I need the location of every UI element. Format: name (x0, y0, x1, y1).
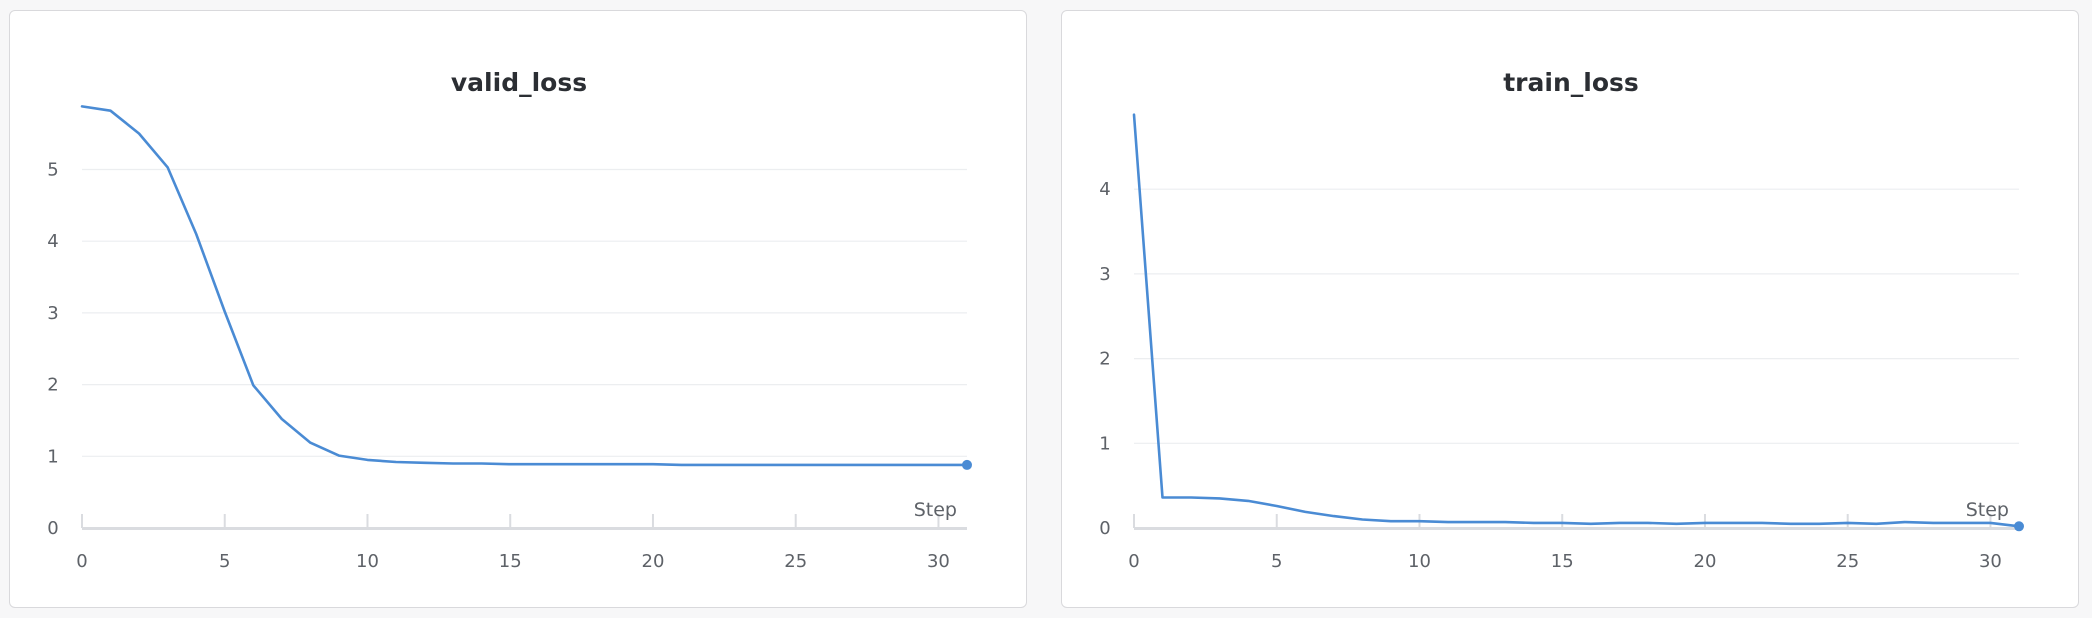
valid-loss-x-tick-label: 20 (642, 551, 665, 572)
train-loss-y-tick-label: 3 (1099, 264, 1110, 285)
valid-loss-panel: valid_loss 0 1 2 3 4 5 0 5 10 15 20 25 30 Step (9, 10, 1027, 608)
train-loss-panel: train_loss 0 1 2 3 4 0 5 10 15 20 25 30 Step (1061, 10, 2079, 608)
train-loss-series-line (1132, 113, 2021, 528)
train-loss-x-tick-label: 20 (1694, 551, 1717, 572)
valid-loss-y-tick-label: 1 (47, 446, 58, 467)
valid-loss-y-tick-label: 0 (47, 518, 58, 539)
valid-loss-x-axis-label: Step (914, 499, 957, 521)
valid-loss-x-tick-label: 5 (219, 551, 230, 572)
valid-loss-last-point-marker[interactable] (962, 459, 972, 470)
valid-loss-y-tick-label: 4 (47, 231, 58, 252)
train-loss-chart: train_loss 0 1 2 3 4 0 5 10 15 20 25 30 Step (1099, 68, 2024, 572)
train-loss-x-tick-label: 30 (1979, 551, 2002, 572)
valid-loss-x-tick-label: 15 (499, 551, 522, 572)
train-loss-y-tick-label: 1 (1099, 433, 1110, 454)
valid-loss-series-line (80, 105, 969, 467)
train-loss-last-point-marker[interactable] (2014, 521, 2024, 532)
valid-loss-x-tick-label: 10 (356, 551, 379, 572)
valid-loss-title: valid_loss (451, 68, 587, 97)
train-loss-x-tick-label: 15 (1551, 551, 1574, 572)
train-loss-y-tick-label: 2 (1099, 349, 1110, 370)
valid-loss-y-tick-label: 2 (47, 375, 58, 396)
train-loss-x-tick-label: 25 (1836, 551, 1859, 572)
valid-loss-x-tick-label: 25 (784, 551, 807, 572)
train-loss-y-tick-label: 4 (1099, 179, 1110, 200)
train-loss-x-axis-label: Step (1966, 499, 2009, 521)
train-loss-title: train_loss (1503, 68, 1639, 97)
valid-loss-chart: valid_loss 0 1 2 3 4 5 0 5 10 15 20 25 30 Step (47, 68, 972, 572)
valid-loss-x-tick-label: 0 (76, 551, 87, 572)
train-loss-x-tick-label: 5 (1271, 551, 1282, 572)
train-loss-y-tick-label: 0 (1099, 518, 1110, 539)
train-loss-x-tick-label: 0 (1128, 551, 1139, 572)
train-loss-x-tick-label: 10 (1408, 551, 1431, 572)
valid-loss-y-tick-label: 5 (47, 160, 58, 181)
valid-loss-x-tick-label: 30 (927, 551, 950, 572)
valid-loss-y-tick-label: 3 (47, 303, 58, 324)
